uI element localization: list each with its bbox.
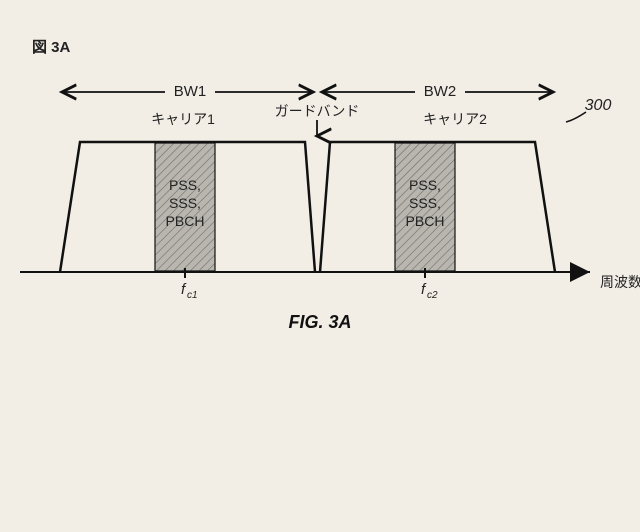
ref-numeral: 300 bbox=[585, 97, 612, 114]
figure-page: 図 3A bbox=[0, 0, 640, 532]
bw1-label: BW1 bbox=[174, 83, 207, 100]
axis-label: 周波数 bbox=[600, 274, 640, 290]
figure-caption: FIG. 3A bbox=[0, 312, 640, 333]
bw2-label: BW2 bbox=[424, 83, 457, 100]
carrier2-block-line2: SSS, bbox=[409, 195, 441, 211]
carrier1-block-line1: PSS, bbox=[169, 177, 201, 193]
figure-corner-label: 図 3A bbox=[32, 36, 70, 57]
fc2-label-sub: c2 bbox=[427, 290, 438, 301]
carrier2-block-line3: PBCH bbox=[406, 213, 445, 229]
carrier1-block-line2: SSS, bbox=[169, 195, 201, 211]
guard-band-label: ガードバンド bbox=[275, 103, 360, 119]
carrier2-block-line1: PSS, bbox=[409, 177, 441, 193]
fc1-label-sub: c1 bbox=[187, 290, 198, 301]
ref-numeral-leader bbox=[566, 112, 586, 122]
carrier2-label: キャリア2 bbox=[423, 111, 487, 127]
carrier1-label: キャリア1 bbox=[151, 111, 215, 127]
carrier1-block-line3: PBCH bbox=[166, 213, 205, 229]
